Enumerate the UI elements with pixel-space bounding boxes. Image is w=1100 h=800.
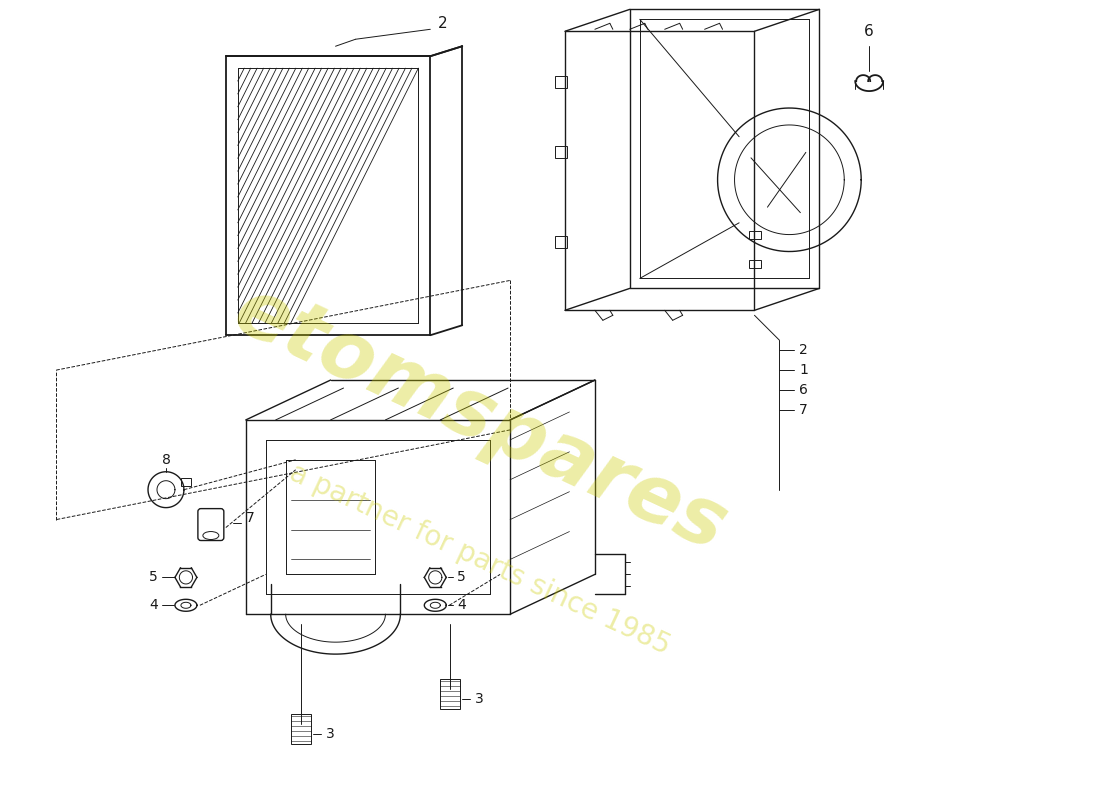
Text: 6: 6 [800, 383, 808, 397]
FancyBboxPatch shape [198, 509, 223, 541]
Text: 3: 3 [326, 727, 334, 741]
Text: 8: 8 [162, 453, 170, 466]
Text: 1: 1 [800, 363, 808, 377]
Text: 5: 5 [458, 570, 466, 584]
Bar [749, 261, 761, 269]
Text: 3: 3 [475, 692, 484, 706]
Text: 4: 4 [458, 598, 466, 612]
Text: 6: 6 [865, 24, 874, 39]
Text: 7: 7 [245, 510, 254, 525]
Text: 4: 4 [150, 598, 158, 612]
Bar [556, 76, 566, 88]
Text: etomspares: etomspares [221, 272, 739, 568]
Bar [556, 235, 566, 247]
Bar [440, 679, 460, 709]
Bar [749, 230, 761, 238]
Bar [180, 478, 191, 486]
Text: 2: 2 [438, 16, 448, 31]
Bar [290, 714, 310, 744]
Text: 2: 2 [800, 343, 808, 357]
Text: 7: 7 [800, 403, 808, 417]
Bar [556, 146, 566, 158]
Text: 5: 5 [150, 570, 158, 584]
Text: a partner for parts since 1985: a partner for parts since 1985 [285, 458, 675, 660]
Ellipse shape [202, 531, 219, 539]
